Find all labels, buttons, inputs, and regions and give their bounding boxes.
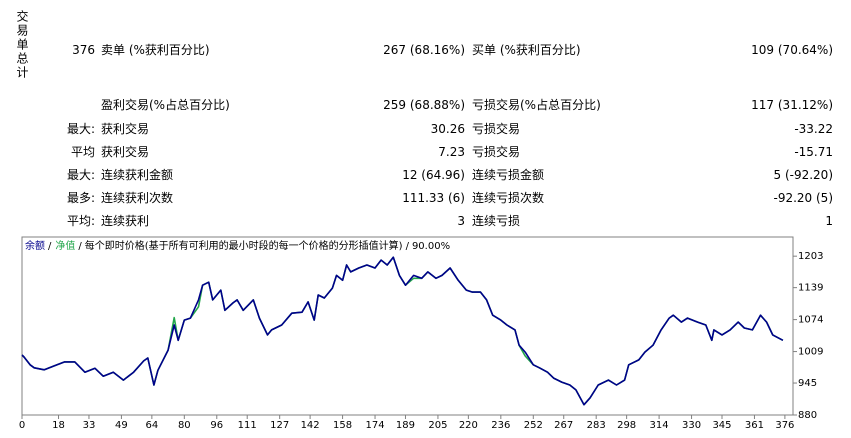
y-tick-label: 1203: [798, 251, 823, 262]
x-tick-label: 49: [115, 420, 128, 431]
summary-label2: 亏损交易(%占总百分比): [472, 98, 601, 112]
x-tick-label: 174: [365, 420, 384, 431]
summary-prefix: 376: [72, 43, 95, 57]
summary-label2: 连续亏损: [472, 214, 521, 228]
x-tick-label: 189: [396, 420, 415, 431]
summary-label: 连续获利次数: [101, 191, 174, 205]
x-tick-label: 18: [52, 420, 65, 431]
y-tick-label: 1074: [798, 315, 823, 326]
x-tick-label: 361: [745, 420, 764, 431]
x-tick-label: 127: [270, 420, 289, 431]
x-tick-label: 205: [428, 420, 447, 431]
x-tick-label: 252: [524, 420, 543, 431]
summary-label2: 连续亏损次数: [472, 191, 545, 205]
legend-separator: /: [78, 241, 82, 252]
x-tick-label: 330: [682, 420, 701, 431]
x-tick-label: 283: [587, 420, 606, 431]
summary-label: 获利交易: [101, 122, 150, 136]
x-tick-label: 111: [238, 420, 257, 431]
summary-label: 卖单 (%获利百分比): [101, 43, 210, 57]
summary-prefix: 最大:: [66, 122, 95, 136]
summary-label2: 亏损交易: [472, 145, 521, 159]
x-tick-label: 142: [301, 420, 320, 431]
summary-value2: 117 (31.12%): [751, 98, 833, 112]
summary-label: 连续获利金额: [101, 168, 174, 182]
y-tick-label: 1009: [798, 347, 823, 358]
x-tick-label: 33: [83, 420, 96, 431]
x-tick-label: 220: [459, 420, 478, 431]
summary-value: 267 (68.16%): [383, 43, 465, 57]
line-series: [21, 256, 784, 406]
summary-label: 连续获利: [101, 214, 150, 228]
summary-prefix: 最大:: [66, 168, 95, 182]
summary-value: 3: [457, 214, 465, 228]
legend: 余额 / 净值 / 每个即时价格(基于所有可利用的最小时段的每一个价格的分形插值计算) /…: [25, 239, 450, 252]
x-tick-label: 96: [210, 420, 223, 431]
summary-value: 111.33 (6): [402, 191, 465, 205]
y-tick-label: 1139: [798, 283, 823, 294]
y-tick-label: 880: [798, 410, 817, 421]
x-tick-label: 64: [145, 420, 158, 431]
summary-value2: -92.20 (5): [773, 191, 834, 205]
x-tick-label: 267: [554, 420, 573, 431]
summary-value2: 1: [825, 214, 833, 228]
x-tick-label: 298: [617, 420, 636, 431]
summary-value2: 5 (-92.20): [773, 168, 834, 182]
x-tick-label: 80: [178, 420, 191, 431]
legend-entry: 余额: [25, 239, 45, 252]
legend-separator: /: [406, 241, 410, 252]
x-tick-label: 345: [712, 420, 731, 431]
x-tick-label: 376: [775, 420, 794, 431]
plot-frame: [21, 236, 794, 416]
summary-prefix: 平均: [70, 145, 95, 159]
summary-label: 盈利交易(%占总百分比): [101, 98, 230, 112]
summary-label2: 连续亏损金额: [472, 168, 545, 182]
summary-value2: -15.71: [794, 145, 833, 159]
summary-value2: -33.22: [794, 122, 833, 136]
summary-value: 259 (68.88%): [383, 98, 465, 112]
chart-subtitle: 每个即时价格(基于所有可利用的最小时段的每一个价格的分形插值计算): [85, 239, 403, 252]
legend-separator: /: [48, 241, 52, 252]
summary-value: 30.26: [430, 122, 465, 136]
summary-prefix: 最多:: [66, 191, 95, 205]
side-label: 交易单总计: [15, 10, 29, 80]
y-tick-label: 945: [798, 378, 817, 389]
summary-prefix: 平均:: [66, 214, 95, 228]
x-tick-label: 314: [650, 420, 669, 431]
x-tick-label: 0: [19, 420, 25, 431]
summary-label2: 亏损交易: [472, 122, 521, 136]
x-tick-label: 158: [333, 420, 352, 431]
modelling-quality: 90.00%: [412, 241, 450, 252]
x-tick-label: 236: [491, 420, 510, 431]
summary-label2: 买单 (%获利百分比): [472, 43, 581, 57]
summary-value: 7.23: [438, 145, 465, 159]
summary-label: 获利交易: [101, 145, 150, 159]
summary-value2: 109 (70.64%): [751, 43, 833, 57]
legend-entry: 净值: [55, 239, 75, 252]
summary-value: 12 (64.96): [402, 168, 465, 182]
